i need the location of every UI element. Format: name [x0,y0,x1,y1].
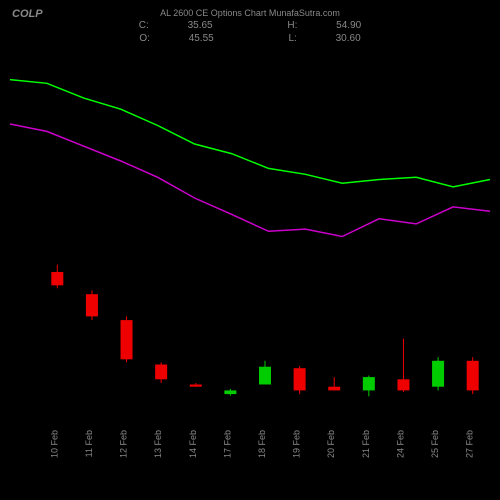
x-axis-label: 20 Feb [326,430,336,458]
x-axis-label: 21 Feb [361,430,371,458]
candle-body [190,384,202,386]
x-axis-label: 11 Feb [84,430,94,457]
candle-body [155,365,167,380]
candle-body [328,387,340,391]
x-axis-label: 18 Feb [257,430,267,458]
x-axis-label: 19 Feb [292,430,302,458]
x-axis-label: 24 Feb [395,430,405,458]
candle-body [259,367,271,385]
x-axis-label: 14 Feb [188,430,198,458]
x-axis-label: 27 Feb [465,430,475,458]
lower-line [10,124,490,237]
candle-body [51,272,63,285]
x-axis-label: 25 Feb [430,430,440,458]
candle-body [467,361,479,391]
x-axis-label: 17 Feb [222,430,232,458]
candle-body [224,390,236,394]
candle-body [86,294,98,316]
chart-svg: 10 Feb 11 Feb 12 Feb 13 Feb 14 Feb 17 Feb 18 F… [0,0,500,500]
chart-container: COLP AL 2600 CE Options Chart MunafaSutr… [0,0,500,500]
candle-body [121,320,133,359]
candle-body [294,368,306,390]
candle-body [397,379,409,390]
candle-body [432,361,444,387]
candle-body [363,377,375,390]
x-axis-label: 10 Feb [49,430,59,458]
x-axis-label: 12 Feb [119,430,129,458]
x-axis-label: 13 Feb [153,430,163,458]
upper-line [10,80,490,187]
